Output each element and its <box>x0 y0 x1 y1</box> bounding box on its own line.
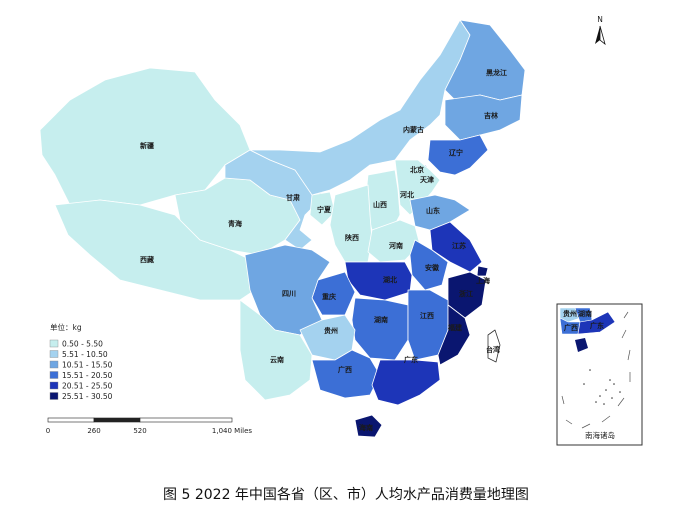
inset-label-guangxi: 广西 <box>564 323 578 332</box>
label-sichuan: 四川 <box>282 290 296 298</box>
province-anhui[interactable] <box>409 239 449 291</box>
legend-label-4: 20.51 - 25.50 <box>62 382 113 391</box>
province-hunan[interactable] <box>351 297 409 361</box>
north-arrow-icon: N <box>595 15 606 46</box>
scale-tick-520: 520 <box>133 427 146 435</box>
label-tianjin: 天津 <box>420 175 434 184</box>
label-guizhou: 贵州 <box>324 326 338 335</box>
label-zhejiang: 浙江 <box>459 289 473 298</box>
legend-label-0: 0.50 - 5.50 <box>62 340 103 349</box>
legend-swatch-1 <box>49 350 59 358</box>
china-choropleth-map: 新疆 西藏 青海 甘肃 宁夏 内蒙古 黑龙江 吉林 辽宁 北京 天津 河北 山西… <box>39 15 643 446</box>
figure-caption: 图 5 2022 年中国各省（区、市）人均水产品消费量地理图 <box>163 487 529 503</box>
scale-tick-0: 0 <box>46 427 50 435</box>
legend-swatch-2 <box>49 360 59 369</box>
inset-label-guangdong: 广东 <box>590 321 604 330</box>
legend-label-3: 15.51 - 20.50 <box>62 371 113 380</box>
label-shanghai: 上海 <box>476 276 490 285</box>
label-inner-mongolia: 内蒙古 <box>403 125 424 134</box>
map-container: 新疆 西藏 青海 甘肃 宁夏 内蒙古 黑龙江 吉林 辽宁 北京 天津 河北 山西… <box>39 15 643 446</box>
label-guangdong: 广东 <box>404 355 418 364</box>
label-tibet: 西藏 <box>140 255 154 264</box>
label-fujian: 福建 <box>447 323 463 332</box>
province-guizhou[interactable] <box>299 314 356 361</box>
label-hunan: 湖南 <box>374 315 388 324</box>
label-chongqing: 重庆 <box>322 292 336 301</box>
label-guangxi: 广西 <box>338 365 352 374</box>
label-qinghai: 青海 <box>228 219 242 228</box>
scale-tick-1040: 1,040 Miles <box>212 427 253 435</box>
legend-swatch-4 <box>49 381 59 390</box>
legend-swatch-0 <box>49 339 59 348</box>
legend-label-1: 5.51 - 10.50 <box>62 350 108 359</box>
province-guangdong[interactable] <box>371 359 441 406</box>
province-shanghai[interactable] <box>476 265 489 277</box>
legend: 单位：kg 0.50 - 5.505.51 - 10.50 10.51 - 15.… <box>49 322 113 401</box>
inset-label-guizhou: 贵州 <box>563 309 577 318</box>
label-beijing: 北京 <box>410 165 424 174</box>
label-hebei: 河北 <box>400 190 414 199</box>
province-fujian[interactable] <box>437 304 471 366</box>
province-yunnan[interactable] <box>239 299 313 401</box>
province-hainan[interactable] <box>354 414 383 438</box>
province-ningxia[interactable] <box>309 191 336 226</box>
label-jilin: 吉林 <box>484 111 499 120</box>
legend-swatch-5 <box>49 392 59 400</box>
legend-label-2: 10.51 - 15.50 <box>62 361 113 370</box>
label-jiangsu: 江苏 <box>452 241 466 250</box>
province-shandong[interactable] <box>409 194 471 231</box>
legend-label-5: 25.51 - 30.50 <box>62 392 113 401</box>
label-henan: 河南 <box>389 241 403 250</box>
label-shaanxi: 陕西 <box>345 233 359 242</box>
label-yunnan: 云南 <box>270 355 284 364</box>
legend-swatch-3 <box>49 371 59 379</box>
label-hubei: 湖北 <box>383 275 397 284</box>
label-xinjiang: 新疆 <box>140 141 154 150</box>
label-ningxia: 宁夏 <box>317 205 332 214</box>
south-china-sea-inset: 贵州 湖南 广西 广东 南海诸岛 <box>556 303 643 446</box>
label-heilongjiang: 黑龙江 <box>486 68 507 77</box>
province-jilin[interactable] <box>444 94 523 141</box>
province-sichuan[interactable] <box>244 244 331 336</box>
label-hainan: 海南 <box>359 423 373 432</box>
province-liaoning[interactable] <box>427 134 489 176</box>
province-taiwan[interactable] <box>487 329 501 363</box>
label-shanxi: 山西 <box>373 200 387 209</box>
north-label: N <box>597 15 603 24</box>
legend-title: 单位：kg <box>50 322 82 332</box>
inset-label-hunan: 湖南 <box>578 309 592 318</box>
label-liaoning: 辽宁 <box>449 148 463 157</box>
label-taiwan: 台湾 <box>486 345 500 354</box>
label-jiangxi: 江西 <box>420 311 434 320</box>
scale-tick-260: 260 <box>87 427 100 435</box>
province-shaanxi[interactable] <box>329 184 373 263</box>
label-gansu: 甘肃 <box>286 193 300 202</box>
province-hubei[interactable] <box>344 261 413 301</box>
label-anhui: 安徽 <box>425 263 440 272</box>
inset-label: 南海诸岛 <box>585 430 615 440</box>
label-shandong: 山东 <box>426 206 440 215</box>
scale-bar: 0 260 520 1,040 Miles <box>46 417 253 435</box>
